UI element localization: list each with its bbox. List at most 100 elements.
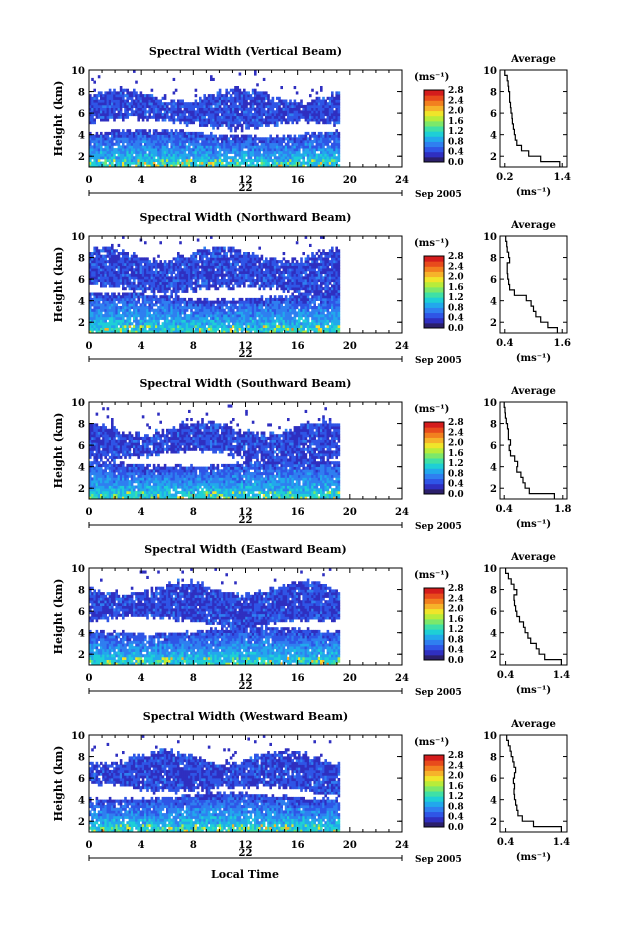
heatmap-cell: [207, 287, 211, 291]
heatmap-cell: [258, 121, 261, 125]
heatmap-cell: [108, 104, 112, 108]
heatmap-cell: [168, 268, 171, 272]
heatmap-cell: [262, 107, 266, 111]
heatmap-cell: [141, 96, 145, 100]
heatmap-cell: [302, 148, 305, 152]
heatmap-cell: [161, 330, 165, 334]
heatmap-cell: [234, 319, 237, 323]
heatmap-cell: [161, 113, 165, 117]
heatmap-cell: [216, 297, 220, 301]
heatmap-cell: [247, 319, 250, 323]
heatmap-cell: [273, 322, 277, 326]
heatmap-cell: [135, 292, 138, 296]
heatmap-cell: [265, 91, 268, 95]
heatmap-cell: [260, 300, 264, 304]
heatmap-cell: [115, 113, 118, 117]
heatmap-cell: [300, 153, 303, 157]
heatmap-cell: [280, 260, 283, 264]
heatmap-cell: [128, 276, 132, 280]
heatmap-cell: [172, 289, 176, 293]
heatmap-cell: [218, 252, 222, 256]
heatmap-cell: [130, 156, 134, 160]
heatmap-cell: [130, 102, 134, 106]
heatmap-cell: [124, 287, 127, 291]
heatmap-cell: [287, 156, 290, 160]
heatmap-cell: [139, 292, 143, 296]
heatmap-cell: [335, 110, 338, 114]
heatmap-cell: [210, 273, 213, 277]
heatmap-cell: [254, 91, 257, 95]
heatmap-cell: [320, 153, 323, 157]
heatmap-cell: [95, 94, 99, 98]
heatmap-cell: [159, 99, 162, 103]
heatmap-cell: [146, 104, 149, 108]
heatmap-cell: [243, 91, 246, 95]
heatmap-cell: [89, 104, 92, 108]
heatmap-cell: [93, 265, 96, 269]
heatmap-cell: [177, 289, 180, 293]
heatmap-cell: [284, 148, 288, 152]
heatmap-cell: [245, 297, 248, 301]
heatmap-cell: [322, 158, 325, 162]
heatmap-cell: [210, 235, 213, 239]
heatmap-cell: [240, 265, 244, 269]
heatmap-cell: [225, 150, 228, 154]
heatmap-cell: [203, 104, 206, 108]
heatmap-cell: [216, 257, 220, 261]
heatmap-cell: [289, 148, 292, 152]
heatmap-cell: [225, 156, 228, 160]
heatmap-cell: [236, 94, 239, 98]
heatmap-cell: [218, 249, 222, 253]
heatmap-cell: [119, 276, 123, 280]
heatmap-cell: [335, 94, 338, 98]
heatmap-cell: [104, 113, 107, 117]
heatmap-cell: [128, 273, 132, 277]
heatmap-cell: [104, 145, 107, 149]
heatmap-cell: [205, 158, 209, 162]
heatmap-cell: [89, 158, 92, 162]
heatmap-cell: [276, 107, 279, 111]
heatmap-cell: [194, 260, 198, 264]
heatmap-cell: [251, 142, 255, 146]
heatmap-cell: [273, 150, 277, 154]
heatmap-cell: [190, 300, 193, 304]
heatmap-cell: [172, 322, 176, 326]
heatmap-cell: [229, 330, 233, 334]
heatmap-cell: [135, 254, 138, 258]
heatmap-cell: [243, 265, 246, 269]
heatmap-cell: [139, 314, 143, 318]
heatmap-cell: [210, 158, 213, 162]
heatmap-cell: [185, 164, 189, 168]
heatmap-cell: [315, 102, 319, 106]
heatmap-cell: [190, 314, 193, 318]
heatmap-cell: [117, 252, 121, 256]
heatmap-cell: [137, 107, 140, 111]
heatmap-cell: [201, 322, 204, 326]
heatmap-cell: [91, 110, 94, 114]
heatmap-cell: [214, 140, 217, 144]
heatmap-cell: [273, 164, 277, 168]
heatmap-cell: [269, 158, 272, 162]
heatmap-cell: [236, 164, 239, 168]
heatmap-cell: [111, 107, 114, 111]
heatmap-cell: [284, 164, 288, 168]
heatmap-cell: [221, 300, 224, 304]
heatmap-cell: [163, 324, 167, 328]
heatmap-cell: [249, 113, 253, 117]
heatmap-cell: [157, 279, 160, 283]
heatmap-cell: [174, 142, 178, 146]
heatmap-cell: [91, 292, 94, 296]
heatmap-cell: [236, 300, 239, 304]
heatmap-cell: [234, 158, 237, 162]
heatmap-cell: [144, 279, 147, 283]
heatmap-cell: [196, 265, 200, 269]
heatmap-cell: [152, 107, 156, 111]
heatmap-cell: [192, 281, 195, 285]
heatmap-cell: [218, 99, 222, 103]
heatmap-cell: [89, 118, 92, 122]
heatmap-cell: [102, 295, 105, 299]
heatmap-cell: [137, 268, 140, 272]
heatmap-cell: [152, 324, 156, 328]
heatmap-cell: [179, 268, 182, 272]
heatmap-cell: [251, 300, 255, 304]
